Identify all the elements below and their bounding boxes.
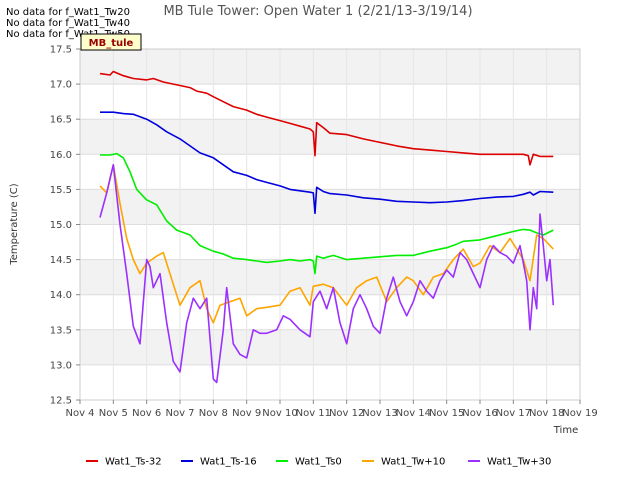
y-tick-label: 14.5: [50, 255, 72, 266]
legend-label: Wat1_Ts-32: [105, 457, 162, 468]
x-tick-label: Nov 6: [132, 408, 161, 419]
legend-label: Wat1_Ts0: [295, 457, 342, 468]
series-line-wat1-ts-16: [100, 111, 554, 215]
y-tick-label: 12.5: [50, 396, 72, 407]
legend-label: Wat1_Ts-16: [200, 457, 257, 468]
y-tick-label: 13.0: [50, 360, 72, 371]
chart-title: MB Tule Tower: Open Water 1 (2/21/13-3/1…: [163, 4, 472, 19]
series-line-wat1-ts-32: [99, 70, 554, 166]
plot-band: [80, 189, 580, 225]
y-tick-label: 13.5: [50, 325, 72, 336]
site-label: MB_tule: [89, 38, 134, 49]
plot-band: [80, 49, 580, 85]
x-tick-label: Nov 10: [262, 408, 297, 419]
no-data-message-3: No data for f_Wat1_Tw50: [6, 29, 130, 40]
x-tick-label: Nov 19: [562, 408, 597, 419]
y-tick-label: 17.5: [50, 45, 72, 56]
x-tick-label: Nov 16: [462, 408, 497, 419]
no-data-message-2: No data for f_Wat1_Tw40: [6, 18, 130, 29]
y-tick-label: 16.0: [50, 150, 72, 161]
legend-label: Wat1_Tw+30: [487, 457, 551, 468]
data-series: [99, 70, 555, 384]
plot-band: [80, 154, 580, 190]
x-axis-ticks: Nov 4 Nov 5 Nov 6 Nov 7 Nov 8 Nov 9 Nov 10Nov …: [65, 400, 598, 419]
y-tick-label: 15.0: [50, 220, 72, 231]
x-tick-label: Nov 7: [165, 408, 194, 419]
x-tick-label: Nov 13: [362, 408, 397, 419]
x-tick-label: Nov 11: [296, 408, 331, 419]
x-tick-label: Nov 18: [529, 408, 564, 419]
site-label-background: [80, 33, 142, 51]
series-line-wat1-ts0: [100, 152, 554, 275]
y-axis-ticks: 12.5 13.0 13.5 14.0 14.5 15.0 15.5 16.0 16.5 17.0…: [50, 45, 80, 407]
x-tick-label: Nov 5: [99, 408, 128, 419]
y-axis-label: Temperature (C): [9, 183, 20, 265]
x-axis-label: Time: [553, 425, 578, 436]
legend-label: Wat1_Tw+10: [381, 457, 445, 468]
site-label-box: MB_tule: [80, 33, 142, 51]
x-tick-label: Nov 12: [329, 408, 364, 419]
y-tick-label: 15.5: [50, 185, 72, 196]
y-tick-label: 17.0: [50, 80, 72, 91]
plot-band: [80, 259, 580, 295]
x-tick-label: Nov 8: [199, 408, 228, 419]
x-tick-label: Nov 17: [496, 408, 531, 419]
series-line-wat1-tw-10: [99, 164, 554, 324]
legend: Wat1_Ts-32 Wat1_Ts-16 Wat1_Ts0 Wat1_Tw+10 Wa…: [86, 457, 551, 468]
x-tick-label: Nov 4: [65, 408, 94, 419]
plot-band: [80, 329, 580, 365]
series-line-wat1-tw-30: [99, 164, 555, 384]
x-tick-label: Nov 9: [232, 408, 261, 419]
x-tick-label: Nov 15: [429, 408, 464, 419]
y-tick-label: 16.5: [50, 115, 72, 126]
no-data-message-1: No data for f_Wat1_Tw20: [6, 7, 130, 18]
plot-band: [80, 84, 580, 120]
plot-band: [80, 364, 580, 400]
plot-band: [80, 119, 580, 155]
y-tick-label: 14.0: [50, 290, 72, 301]
x-tick-label: Nov 14: [396, 408, 431, 419]
